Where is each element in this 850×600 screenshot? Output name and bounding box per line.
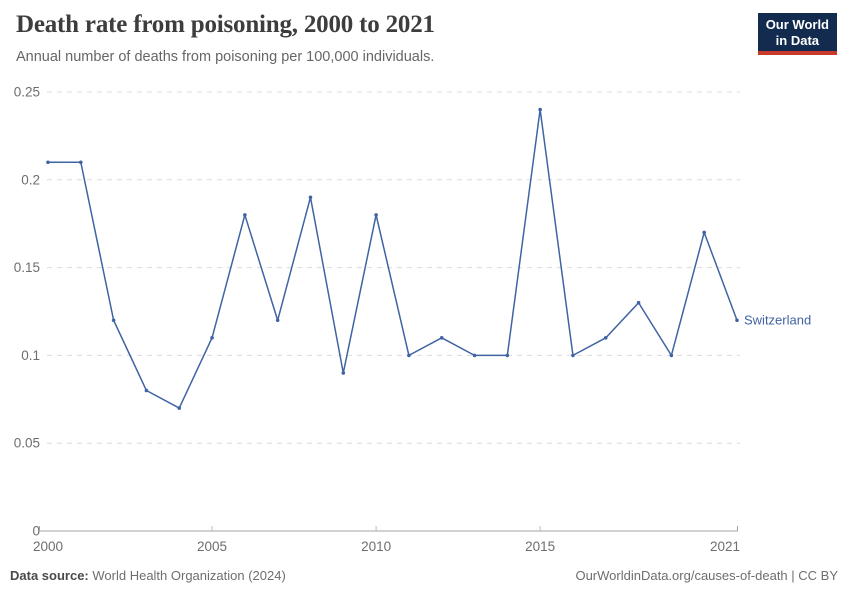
x-tick-label: 2000 [33, 539, 63, 554]
y-tick-label: 0.2 [21, 172, 40, 187]
x-tick-label: 2021 [710, 539, 740, 554]
data-point[interactable] [505, 353, 510, 358]
x-tick-label: 2010 [361, 539, 391, 554]
data-point[interactable] [636, 300, 641, 305]
x-tick-label: 2015 [525, 539, 555, 554]
data-point[interactable] [341, 371, 346, 375]
y-tick-label: 0.1 [21, 348, 40, 363]
data-point[interactable] [407, 353, 411, 358]
data-series-line [47, 108, 738, 409]
chart-footer: Data source: World Health Organization (… [10, 568, 838, 583]
owid-logo-line1: Our World [765, 17, 829, 32]
data-point[interactable] [374, 213, 378, 217]
data-point[interactable] [603, 336, 608, 340]
data-point[interactable] [210, 336, 214, 340]
y-tick-label: 0 [32, 524, 40, 539]
data-point[interactable] [669, 353, 674, 358]
data-point[interactable] [308, 195, 313, 200]
data-point[interactable] [243, 213, 247, 217]
page-title: Death rate from poisoning, 2000 to 2021 [16, 11, 435, 38]
data-point[interactable] [111, 318, 116, 323]
data-source: Data source: World Health Organization (… [10, 568, 286, 583]
data-source-label: Data source: [10, 568, 89, 583]
series-label[interactable]: Switzerland [744, 312, 811, 327]
owid-logo-line2: in Data [775, 32, 820, 48]
data-point[interactable] [144, 388, 149, 393]
data-point[interactable] [735, 318, 739, 323]
data-point[interactable] [46, 160, 50, 165]
data-point[interactable] [538, 107, 542, 112]
x-tick-label: 2005 [197, 539, 227, 554]
page-subtitle: Annual number of deaths from poisoning p… [16, 49, 435, 65]
y-tick-label: 0.15 [14, 260, 40, 275]
data-point[interactable] [79, 160, 83, 165]
credit-link[interactable]: OurWorldinData.org/causes-of-death | CC … [575, 568, 838, 583]
data-point[interactable] [177, 406, 182, 410]
data-point[interactable] [571, 353, 575, 358]
data-source-text: World Health Organization (2024) [92, 568, 286, 583]
data-point[interactable] [439, 336, 444, 340]
y-tick-label: 0.05 [14, 436, 40, 451]
y-tick-label: 0.25 [14, 85, 40, 100]
data-point[interactable] [275, 318, 280, 323]
line-chart: 0 0.05 0.1 0.15 0.2 0.25 2000 2005 2010 2015 2021 S… [14, 85, 811, 555]
owid-logo[interactable]: Our World in Data [757, 13, 837, 56]
data-point[interactable] [472, 353, 477, 358]
data-point[interactable] [702, 230, 706, 235]
